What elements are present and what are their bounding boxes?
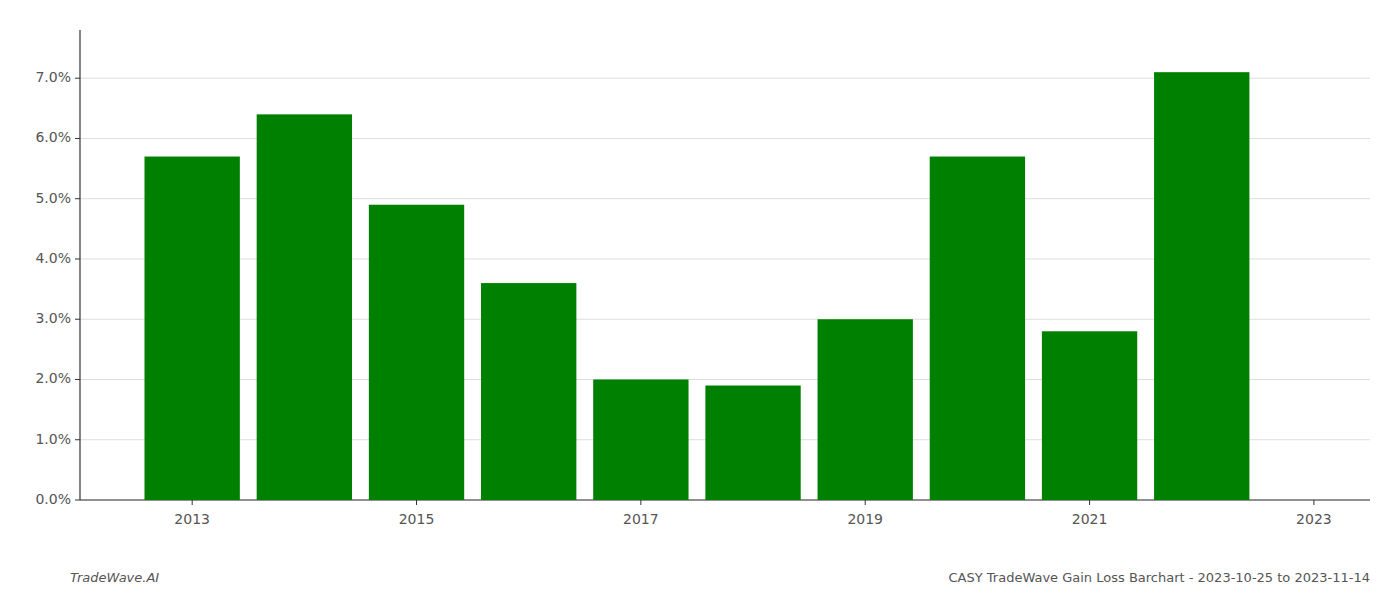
x-tick-label: 2015 [399,511,435,527]
y-tick-label: 4.0% [35,250,71,266]
title: CASY TradeWave Gain Loss Barchart - 2023… [949,570,1370,585]
x-tick-label: 2021 [1072,511,1108,527]
x-tick-label: 2013 [174,511,210,527]
y-tick-label: 1.0% [35,431,71,447]
x-tick-label: 2017 [623,511,659,527]
bars [145,72,1250,500]
y-tick-label: 5.0% [35,190,71,206]
y-axis-line [79,30,80,500]
y-tick [75,500,80,501]
chart: 0.0% 1.0% 2.0% 3.0% 4.0% 5.0% 6.0% 7.0% 2013 2015… [0,0,1400,600]
bar [818,319,913,500]
bar [705,386,800,500]
bar [257,114,352,500]
bar [1154,72,1249,500]
bar [145,157,240,500]
x-tick [1089,500,1090,505]
axes: 0.0% 1.0% 2.0% 3.0% 4.0% 5.0% 6.0% 7.0% 2013 2015… [35,30,1370,527]
x-tick [192,500,193,505]
y-tick [75,379,80,380]
bar [593,379,688,500]
watermark: TradeWave.AI [70,570,159,585]
y-tick [75,78,80,79]
x-tick [416,500,417,505]
y-tick [75,319,80,320]
y-tick-label: 6.0% [35,129,71,145]
y-tick-label: 0.0% [35,491,71,507]
y-tick [75,439,80,440]
x-tick [1313,500,1314,505]
x-tick [865,500,866,505]
x-tick-label: 2019 [847,511,883,527]
y-tick-label: 7.0% [35,69,71,85]
y-tick [75,198,80,199]
y-tick [75,258,80,259]
x-tick-label: 2023 [1296,511,1332,527]
y-tick [75,138,80,139]
bar [930,157,1025,500]
x-tick [640,500,641,505]
y-tick-label: 3.0% [35,310,71,326]
bar [369,205,464,500]
bar [1042,331,1137,500]
y-tick-label: 2.0% [35,370,71,386]
bar [481,283,576,500]
